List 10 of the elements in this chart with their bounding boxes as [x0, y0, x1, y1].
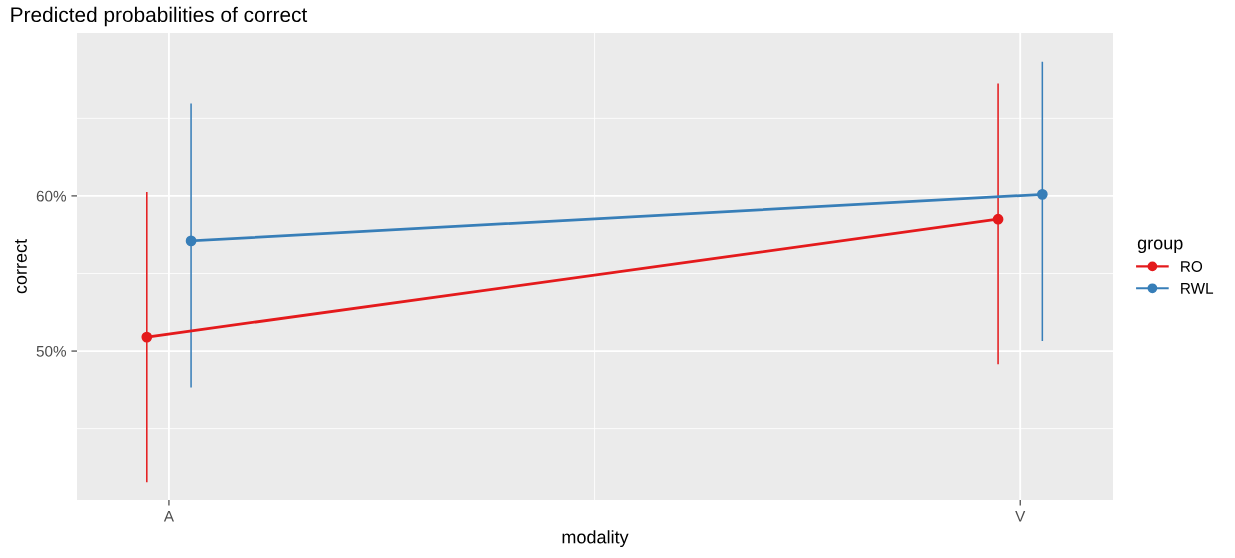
legend-title: group — [1137, 239, 1183, 254]
x-tick-label: A — [163, 510, 174, 522]
legend-label: RO — [1181, 261, 1203, 272]
y-axis-title: correct — [15, 239, 27, 294]
chart-title: Predicted probabilities of correct — [11, 6, 308, 27]
y-tick-label: 60% — [36, 190, 67, 202]
x-tick-label: V — [1015, 510, 1026, 522]
x-axis-title: modality — [562, 530, 629, 548]
legend-label: RWL — [1181, 283, 1214, 294]
y-tick-label: 50% — [36, 345, 67, 357]
